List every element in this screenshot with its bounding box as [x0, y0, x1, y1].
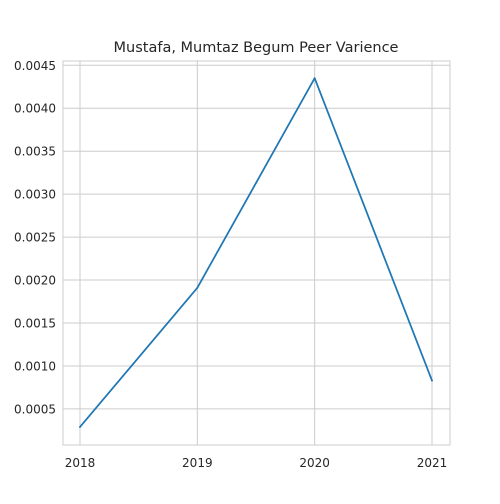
data-point [313, 77, 316, 80]
series-line [79, 77, 433, 428]
y-tick-label: 0.0035 [14, 145, 56, 159]
y-tick-label: 0.0010 [14, 359, 56, 373]
data-point [79, 426, 81, 428]
series-layer [79, 77, 433, 428]
y-axis-ticks: 0.0005 0.0010 0.0015 0.0020 0.0025 0.0030 0.00… [14, 59, 56, 417]
plot-area-border [62, 60, 451, 446]
y-tick-label: 0.0005 [14, 402, 56, 416]
x-tick-label: 2019 [182, 456, 213, 470]
x-tick-label: 2021 [417, 456, 448, 470]
y-tick-label: 0.0040 [14, 102, 56, 116]
data-point [431, 379, 433, 382]
grid-lines [63, 61, 450, 445]
x-axis-ticks: 2018 2019 2020 2021 [65, 456, 448, 470]
y-tick-label: 0.0025 [14, 231, 56, 245]
y-tick-label: 0.0045 [14, 59, 56, 73]
data-point [196, 286, 199, 289]
chart-title: Mustafa, Mumtaz Begum Peer Varience [114, 40, 399, 56]
y-tick-label: 0.0030 [14, 188, 56, 202]
x-tick-label: 2018 [65, 456, 96, 470]
y-tick-label: 0.0020 [14, 274, 56, 288]
y-tick-label: 0.0015 [14, 317, 56, 331]
x-tick-label: 2020 [299, 456, 330, 470]
